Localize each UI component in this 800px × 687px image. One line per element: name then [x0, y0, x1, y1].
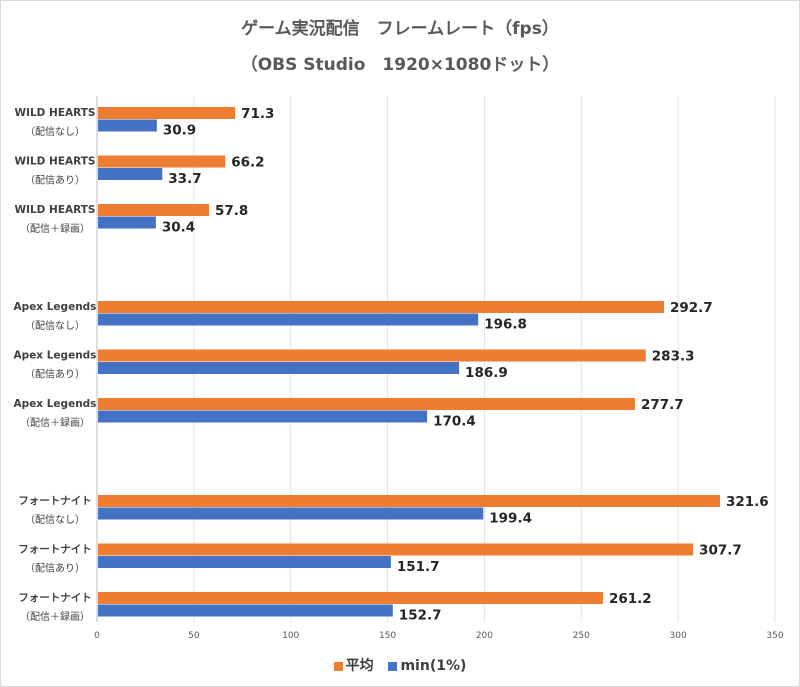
data-label-min: 151.7	[397, 559, 440, 575]
data-label-min: 30.9	[163, 123, 196, 139]
x-tick-label: 0	[94, 631, 100, 641]
data-label-avg: 57.8	[215, 203, 248, 219]
x-tick-label: 250	[573, 631, 590, 641]
data-label-min: 196.8	[484, 317, 527, 333]
bar-min	[98, 168, 163, 180]
legend-swatch-avg	[333, 661, 343, 671]
bar-avg	[98, 155, 226, 168]
legend: 平均 min(1%)	[0, 655, 800, 675]
bar-min	[98, 119, 157, 132]
data-label-avg: 283.3	[652, 349, 695, 365]
category-label-line2: （配信なし）	[25, 126, 85, 138]
legend-label-avg: 平均	[345, 658, 374, 674]
category-label-line1: WILD HEARTS	[15, 156, 96, 168]
category-label-line2: （配信＋録画）	[20, 222, 90, 235]
data-label-min: 170.4	[433, 414, 476, 430]
x-tick-label: 50	[188, 631, 200, 641]
x-tick-label: 150	[379, 631, 396, 641]
category-label-line1: WILD HEARTS	[15, 204, 96, 216]
category-label-line1: フォートナイト	[18, 495, 92, 507]
chart-subtitle: （OBS Studio 1920×1080ドット）	[240, 55, 560, 75]
bar-avg	[98, 301, 665, 313]
bar-avg	[98, 398, 635, 410]
category-label-line2: （配信あり）	[25, 175, 85, 187]
bar-min	[98, 507, 484, 520]
data-label-min: 199.4	[489, 511, 532, 527]
legend-swatch-min	[388, 661, 398, 671]
category-label-line2: （配信なし）	[25, 514, 85, 526]
bar-min	[98, 362, 460, 374]
legend-item-avg: 平均	[333, 655, 374, 675]
bar-min	[98, 410, 428, 423]
data-label-avg: 307.7	[699, 543, 742, 559]
x-tick-label: 300	[670, 631, 687, 641]
bar-avg	[98, 349, 646, 362]
data-label-avg: 277.7	[641, 397, 684, 413]
x-tick-label: 200	[476, 631, 493, 641]
bar-min	[98, 313, 479, 326]
bar-avg	[98, 204, 209, 216]
data-label-min: 152.7	[399, 608, 442, 624]
bar-avg	[98, 107, 236, 119]
bar-avg	[98, 543, 694, 556]
category-label-line1: Apex Legends	[14, 301, 97, 313]
data-label-avg: 66.2	[231, 155, 264, 171]
category-label-line1: Apex Legends	[14, 350, 97, 362]
data-label-min: 186.9	[465, 365, 508, 381]
chart-title: ゲーム実況配信 フレームレート（fps）	[241, 19, 559, 39]
category-label-line1: フォートナイト	[18, 592, 92, 604]
category-label-line2: （配信あり）	[25, 369, 85, 381]
data-label-avg: 321.6	[726, 494, 769, 510]
data-label-avg: 71.3	[241, 106, 274, 122]
category-label-line2: （配信＋録画）	[20, 416, 90, 429]
category-label-line1: フォートナイト	[18, 544, 92, 556]
category-label-line2: （配信＋録画）	[20, 610, 90, 623]
bar-min	[98, 604, 393, 617]
data-label-min: 30.4	[162, 220, 195, 236]
data-label-min: 33.7	[168, 171, 201, 187]
category-label-line1: WILD HEARTS	[15, 107, 96, 119]
category-label-line1: Apex Legends	[14, 398, 97, 410]
category-label-line2: （配信あり）	[25, 563, 85, 575]
legend-label-min: min(1%)	[400, 658, 467, 674]
category-label-line2: （配信なし）	[25, 320, 85, 332]
data-label-avg: 292.7	[670, 300, 713, 316]
bar-min	[98, 556, 391, 568]
legend-item-min: min(1%)	[388, 658, 466, 674]
bar-avg	[98, 495, 720, 507]
x-tick-label: 100	[282, 631, 299, 641]
x-tick-label: 350	[766, 631, 783, 641]
bar-avg	[98, 592, 603, 604]
bar-min	[98, 216, 156, 229]
data-label-avg: 261.2	[609, 591, 652, 607]
